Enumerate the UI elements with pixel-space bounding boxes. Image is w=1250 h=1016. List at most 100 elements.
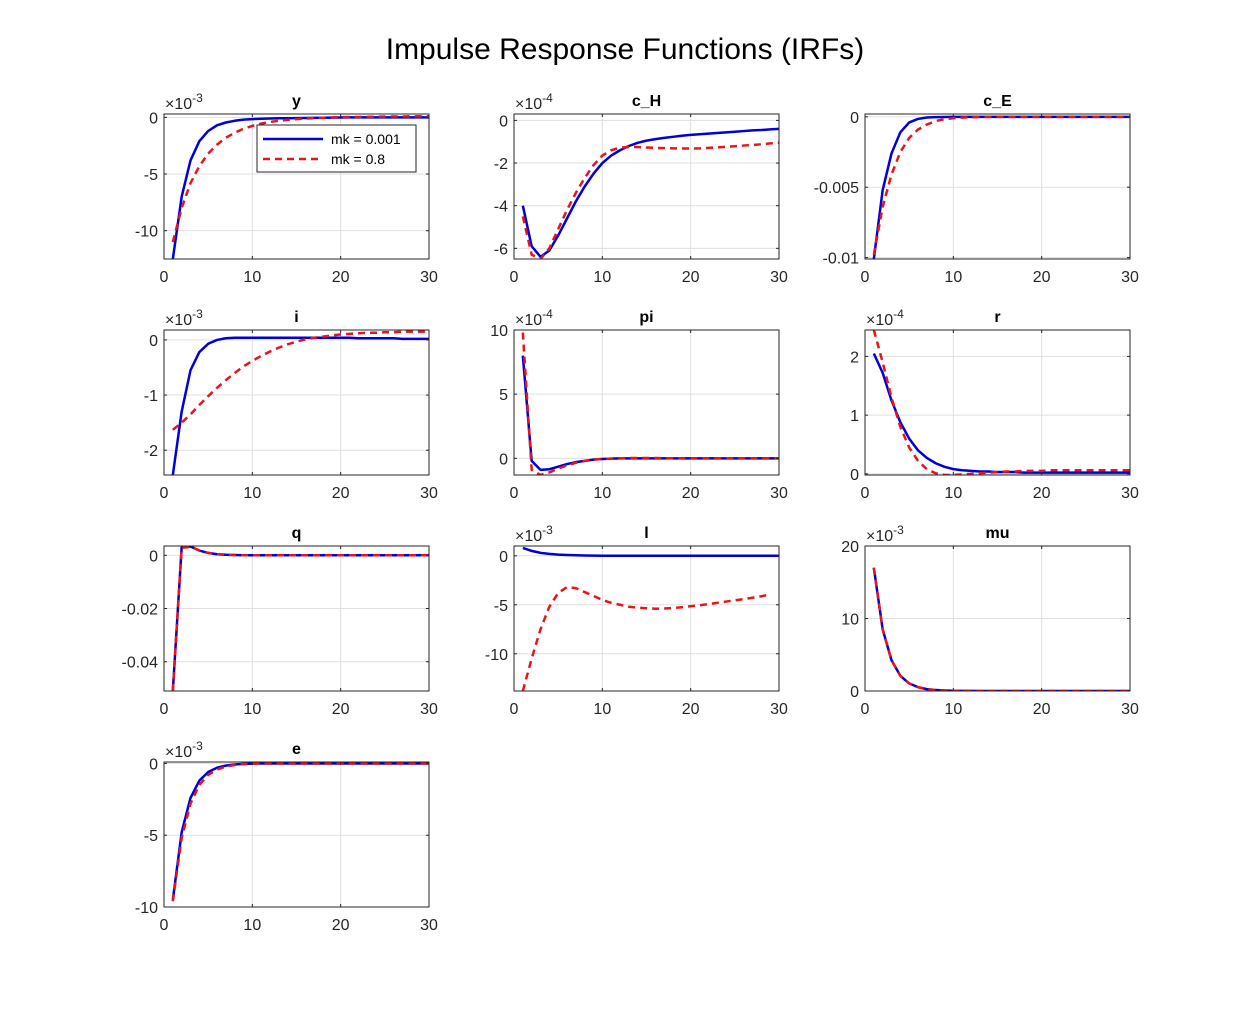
axes-box bbox=[864, 329, 1131, 476]
series-line-dashed bbox=[171, 762, 429, 902]
subplot-y: 0 10 20 30 -10 -5 0 ×10-3 y bbox=[135, 91, 438, 286]
subplot-title: q bbox=[292, 525, 302, 542]
x-tick-label: 10 bbox=[593, 485, 611, 502]
series-line-solid bbox=[872, 352, 1130, 474]
subplot-c_H: 0 10 20 30 -6 -4 -2 0 ×10-4 c_H bbox=[494, 91, 788, 286]
y-tick-label: -2 bbox=[144, 443, 158, 460]
subplot-mu: 0 10 20 30 0 10 20 ×10-3 mu bbox=[841, 523, 1139, 718]
x-tick-label: 10 bbox=[593, 701, 611, 718]
subplot-title: r bbox=[994, 309, 1000, 326]
x-tick-label: 20 bbox=[1033, 269, 1051, 286]
y-tick-label: -6 bbox=[494, 241, 508, 258]
y-tick-label: 0 bbox=[850, 110, 859, 127]
plot-area bbox=[164, 762, 429, 907]
series-line-solid bbox=[171, 336, 429, 475]
axes-box bbox=[163, 113, 430, 260]
subplot-q: 0 10 20 30 -0.04 -0.02 0 q bbox=[122, 525, 438, 718]
subplot-title: y bbox=[292, 93, 301, 110]
x-tick-label: 30 bbox=[770, 485, 788, 502]
subplot-title: c_E bbox=[983, 93, 1012, 110]
x-tick-label: 10 bbox=[944, 269, 962, 286]
axis-exponent-label: ×10-3 bbox=[165, 307, 203, 329]
x-tick-label: 10 bbox=[243, 269, 261, 286]
axes-box bbox=[513, 545, 780, 692]
y-tick-label: 5 bbox=[499, 387, 508, 404]
legend-label: mk = 0.8 bbox=[331, 151, 385, 167]
axis-exponent-label: ×10-3 bbox=[165, 91, 203, 113]
x-tick-label: 30 bbox=[420, 701, 438, 718]
x-tick-label: 30 bbox=[1121, 701, 1139, 718]
y-tick-label: -0.005 bbox=[814, 180, 859, 197]
y-tick-label: 10 bbox=[490, 323, 508, 340]
legend-label: mk = 0.001 bbox=[331, 131, 401, 147]
figure-title: Impulse Response Functions (IRFs) bbox=[386, 33, 865, 66]
plot-area bbox=[514, 330, 779, 475]
x-tick-label: 10 bbox=[944, 701, 962, 718]
axes-box bbox=[513, 113, 780, 260]
series-line-dashed bbox=[521, 141, 779, 259]
y-tick-label: 0 bbox=[149, 333, 158, 350]
x-tick-label: 0 bbox=[160, 701, 169, 718]
x-tick-label: 20 bbox=[682, 701, 700, 718]
x-tick-label: 0 bbox=[160, 485, 169, 502]
series-line-dashed bbox=[521, 332, 779, 475]
axis-exponent-label: ×10-4 bbox=[515, 91, 553, 113]
series-line-dashed bbox=[172, 330, 429, 431]
subplot-r: 0 10 20 30 0 1 2 ×10-4 r bbox=[850, 307, 1139, 502]
x-tick-label: 0 bbox=[861, 485, 870, 502]
series-line-solid bbox=[522, 546, 779, 558]
x-tick-label: 20 bbox=[332, 269, 350, 286]
plot-area bbox=[164, 330, 429, 475]
subplot-title: mu bbox=[986, 525, 1010, 542]
x-tick-label: 30 bbox=[1121, 269, 1139, 286]
y-tick-label: -0.02 bbox=[122, 602, 159, 619]
y-tick-label: -5 bbox=[144, 828, 158, 845]
y-tick-label: 10 bbox=[841, 612, 859, 629]
subplot-l: 0 10 20 30 -10 -5 0 ×10-3 l bbox=[485, 523, 788, 718]
y-tick-label: -5 bbox=[144, 167, 158, 184]
y-tick-label: -10 bbox=[135, 224, 158, 241]
x-tick-label: 0 bbox=[510, 701, 519, 718]
subplot-c_E: 0 10 20 30 -0.01 -0.005 0 c_E bbox=[814, 93, 1139, 286]
plot-area bbox=[514, 546, 779, 691]
x-tick-label: 30 bbox=[420, 917, 438, 934]
x-tick-label: 20 bbox=[682, 269, 700, 286]
legend: mk = 0.001 mk = 0.8 bbox=[256, 124, 417, 173]
y-tick-label: -10 bbox=[135, 900, 158, 917]
series-line-dashed bbox=[171, 546, 429, 691]
y-tick-label: -2 bbox=[494, 156, 508, 173]
x-tick-label: 30 bbox=[770, 701, 788, 718]
axis-exponent-label: ×10-4 bbox=[866, 307, 904, 329]
y-tick-label: 0 bbox=[850, 467, 859, 484]
y-tick-label: -0.01 bbox=[823, 251, 860, 268]
y-tick-label: 0 bbox=[499, 549, 508, 566]
x-tick-label: 0 bbox=[861, 701, 870, 718]
series-line-solid bbox=[521, 127, 779, 259]
y-tick-label: 0 bbox=[149, 756, 158, 773]
x-tick-label: 30 bbox=[770, 269, 788, 286]
axis-exponent-label: ×10-3 bbox=[515, 523, 553, 545]
axes-box bbox=[163, 545, 430, 692]
y-tick-label: -10 bbox=[485, 647, 508, 664]
x-tick-label: 10 bbox=[944, 485, 962, 502]
series-line-dashed bbox=[872, 115, 1130, 256]
x-tick-label: 20 bbox=[332, 701, 350, 718]
y-tick-label: 20 bbox=[841, 539, 859, 556]
series-line-dashed bbox=[521, 585, 771, 691]
x-tick-label: 0 bbox=[510, 485, 519, 502]
y-tick-label: -1 bbox=[144, 388, 158, 405]
y-tick-label: -4 bbox=[494, 199, 508, 216]
x-tick-label: 20 bbox=[332, 485, 350, 502]
x-tick-label: 20 bbox=[682, 485, 700, 502]
x-tick-label: 10 bbox=[593, 269, 611, 286]
x-tick-label: 0 bbox=[861, 269, 870, 286]
y-tick-label: 0 bbox=[499, 113, 508, 130]
subplot-title: l bbox=[644, 525, 648, 542]
axis-exponent-label: ×10-4 bbox=[515, 307, 553, 329]
series-line-solid bbox=[872, 567, 1130, 691]
plot-area bbox=[865, 114, 1130, 259]
plot-area bbox=[865, 330, 1130, 475]
axes-box bbox=[163, 761, 430, 908]
y-tick-label: 0 bbox=[850, 684, 859, 701]
